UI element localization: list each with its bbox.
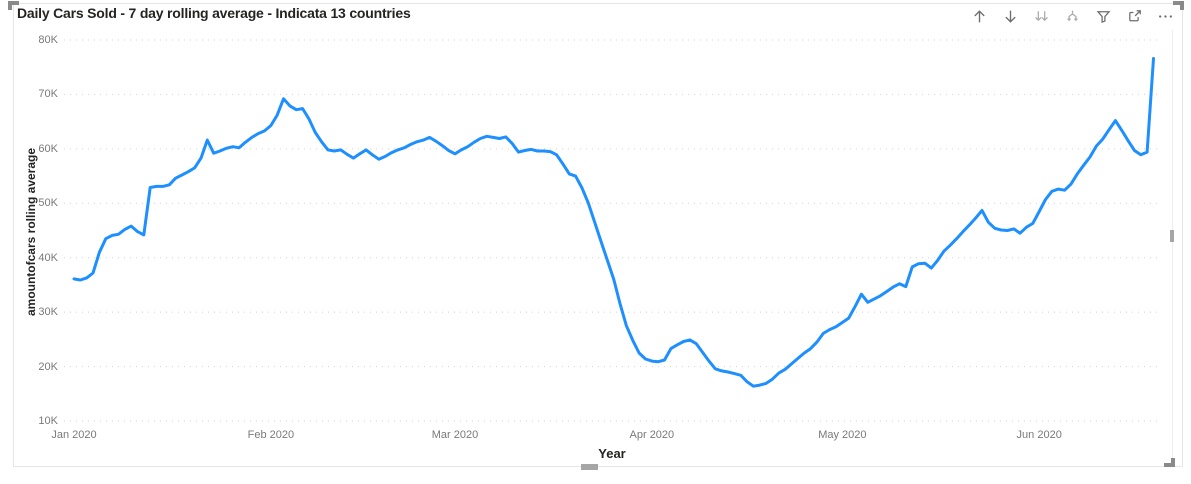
visual-header-toolbar (968, 5, 1176, 27)
expand-all-button[interactable] (1061, 5, 1083, 27)
y-axis-tick-label: 20K (38, 360, 58, 373)
drill-up-button[interactable] (968, 5, 990, 27)
x-axis-title: Year (598, 446, 626, 461)
arrow-down-icon (1002, 8, 1019, 25)
y-axis-tick-label: 70K (38, 88, 58, 101)
visual-right-scroll-track (1172, 30, 1173, 462)
y-axis-tick-label: 10K (38, 415, 58, 427)
filter-funnel-icon (1095, 8, 1112, 25)
x-axis-tick-label: Jun 2020 (1016, 429, 1062, 441)
go-to-next-level-button[interactable] (1030, 5, 1052, 27)
x-axis-tick-label: May 2020 (818, 429, 867, 441)
x-axis-tick-label: Apr 2020 (629, 429, 675, 441)
y-axis-tick-label: 40K (38, 251, 58, 264)
visual-container-border (13, 3, 1183, 467)
x-axis-tick-label: Mar 2020 (431, 429, 479, 441)
resize-handle-bottom-center[interactable] (581, 464, 598, 470)
double-arrow-down-icon (1033, 8, 1050, 25)
visual-title: Daily Cars Sold - 7 day rolling average … (17, 5, 411, 21)
resize-handle-top-left[interactable] (8, 1, 19, 10)
resize-handle-right-center[interactable] (1170, 230, 1174, 242)
chart-line-series[interactable] (72, 57, 1155, 388)
resize-handle-bottom-right[interactable] (1164, 458, 1175, 467)
arrow-up-icon (971, 8, 988, 25)
filter-button[interactable] (1092, 5, 1114, 27)
x-axis-tick-label: Feb 2020 (247, 429, 295, 441)
y-axis-tick-label: 50K (38, 197, 58, 210)
y-axis-tick-label: 80K (38, 34, 58, 46)
y-axis-tick-label: 60K (38, 142, 58, 155)
focus-mode-icon (1126, 8, 1143, 25)
expand-hierarchy-icon (1064, 8, 1081, 25)
focus-mode-button[interactable] (1123, 5, 1145, 27)
y-axis-tick-label: 30K (38, 306, 58, 319)
ellipsis-icon (1157, 8, 1174, 25)
more-options-button[interactable] (1154, 5, 1176, 27)
drill-down-button[interactable] (999, 5, 1021, 27)
resize-handle-top-right[interactable] (1173, 1, 1184, 10)
x-axis-tick-label: Jan 2020 (51, 429, 97, 441)
